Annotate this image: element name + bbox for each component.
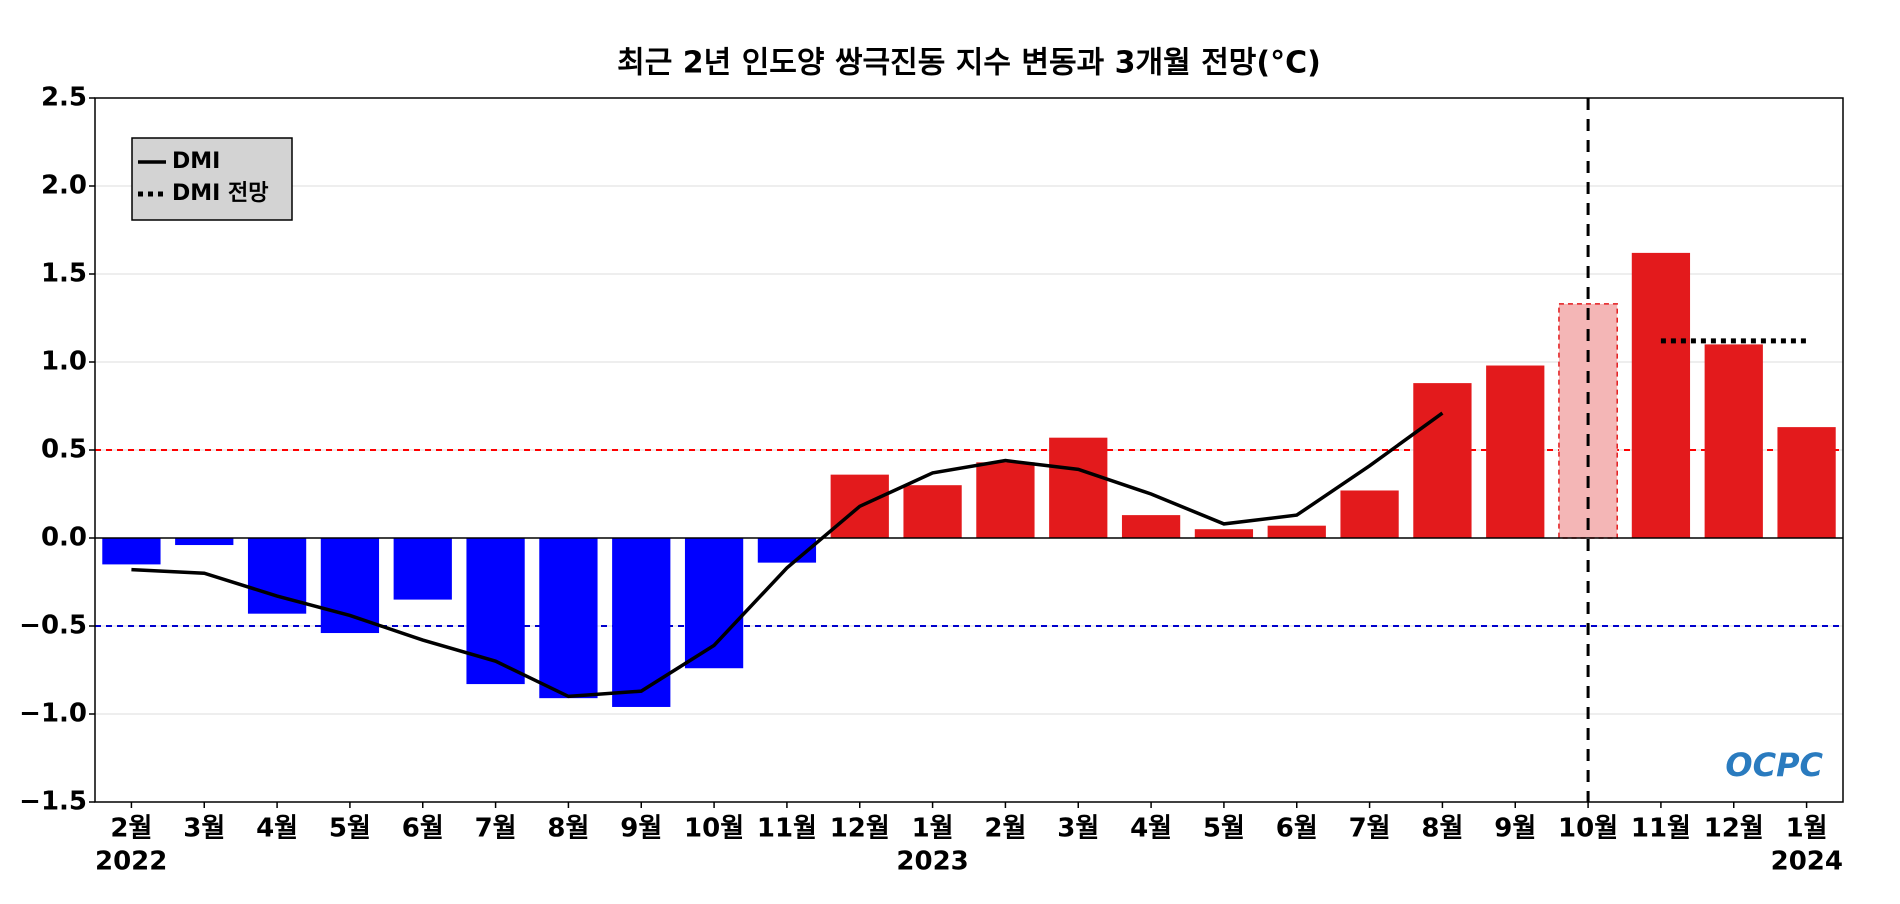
bar — [1049, 437, 1108, 538]
x-tick-label: 5월 — [1203, 814, 1245, 844]
x-tick-label: 2월 — [110, 814, 152, 844]
dmi-line — [131, 411, 1444, 699]
y-tick-label: 0.0 — [41, 523, 87, 553]
bar — [1486, 365, 1545, 538]
bar — [903, 485, 962, 538]
legend-label: DMI 전망 — [172, 181, 268, 206]
y-tick-label: 0.5 — [41, 435, 87, 465]
x-tick-label: 8월 — [1421, 814, 1463, 844]
x-tick-label: 10월 — [1558, 814, 1618, 844]
y-tick-label: −1.0 — [19, 699, 87, 729]
bar — [102, 538, 161, 565]
chart-title: 최근 2년 인도양 쌍극진동 지수 변동과 3개월 전망(°C) — [617, 46, 1321, 81]
year-label: 2024 — [1771, 847, 1843, 877]
bar — [320, 538, 380, 634]
x-tick-label: 12월 — [1704, 814, 1764, 844]
x-tick-label: 9월 — [1494, 814, 1536, 844]
y-tick-label: −1.5 — [19, 787, 87, 817]
bar — [175, 538, 234, 546]
x-tick-label: 1월 — [912, 814, 954, 844]
x-tick-label: 9월 — [620, 814, 662, 844]
year-label: 2023 — [896, 847, 968, 877]
plot-frame — [94, 97, 1844, 803]
y-tick-label: 2.5 — [41, 83, 87, 113]
legend: DMI DMI 전망 — [131, 137, 293, 221]
x-tick-label: 7월 — [1349, 814, 1391, 844]
x-tick-label: 2월 — [984, 814, 1026, 844]
x-tick-label: 8월 — [547, 814, 589, 844]
bar — [539, 538, 598, 699]
x-tick-label: 4월 — [1130, 814, 1172, 844]
y-tick-label: 2.0 — [41, 171, 87, 201]
x-tick-label: 1월 — [1786, 814, 1828, 844]
legend-label: DMI — [172, 149, 220, 174]
bar — [1704, 344, 1763, 538]
bar — [976, 462, 1035, 538]
bar — [1267, 525, 1326, 538]
bar — [393, 538, 452, 600]
x-tick-label: 3월 — [183, 814, 225, 844]
x-tick-label: 6월 — [1276, 814, 1318, 844]
bar — [1194, 529, 1254, 538]
y-tick-label: 1.0 — [41, 347, 87, 377]
x-tick-label: 6월 — [402, 814, 444, 844]
bar — [1631, 252, 1691, 538]
bar — [612, 538, 671, 707]
bar — [684, 538, 744, 669]
x-tick-label: 3월 — [1057, 814, 1099, 844]
bar — [1777, 427, 1836, 538]
x-tick-label: 5월 — [329, 814, 371, 844]
legend-box — [131, 137, 293, 221]
y-tick-label: −0.5 — [19, 611, 87, 641]
bar — [1413, 383, 1472, 538]
y-tick-label: 1.5 — [41, 259, 87, 289]
logo: OCPC — [1725, 746, 1823, 784]
year-label: 2022 — [95, 847, 167, 877]
x-tick-label: 11월 — [757, 814, 817, 844]
bar — [1340, 490, 1399, 538]
x-tick-label: 12월 — [830, 814, 890, 844]
x-tick-label: 7월 — [475, 814, 517, 844]
x-tick-label: 4월 — [256, 814, 298, 844]
x-tick-label: 11월 — [1631, 814, 1691, 844]
bar — [1121, 515, 1181, 538]
x-tick-label: 10월 — [684, 814, 744, 844]
